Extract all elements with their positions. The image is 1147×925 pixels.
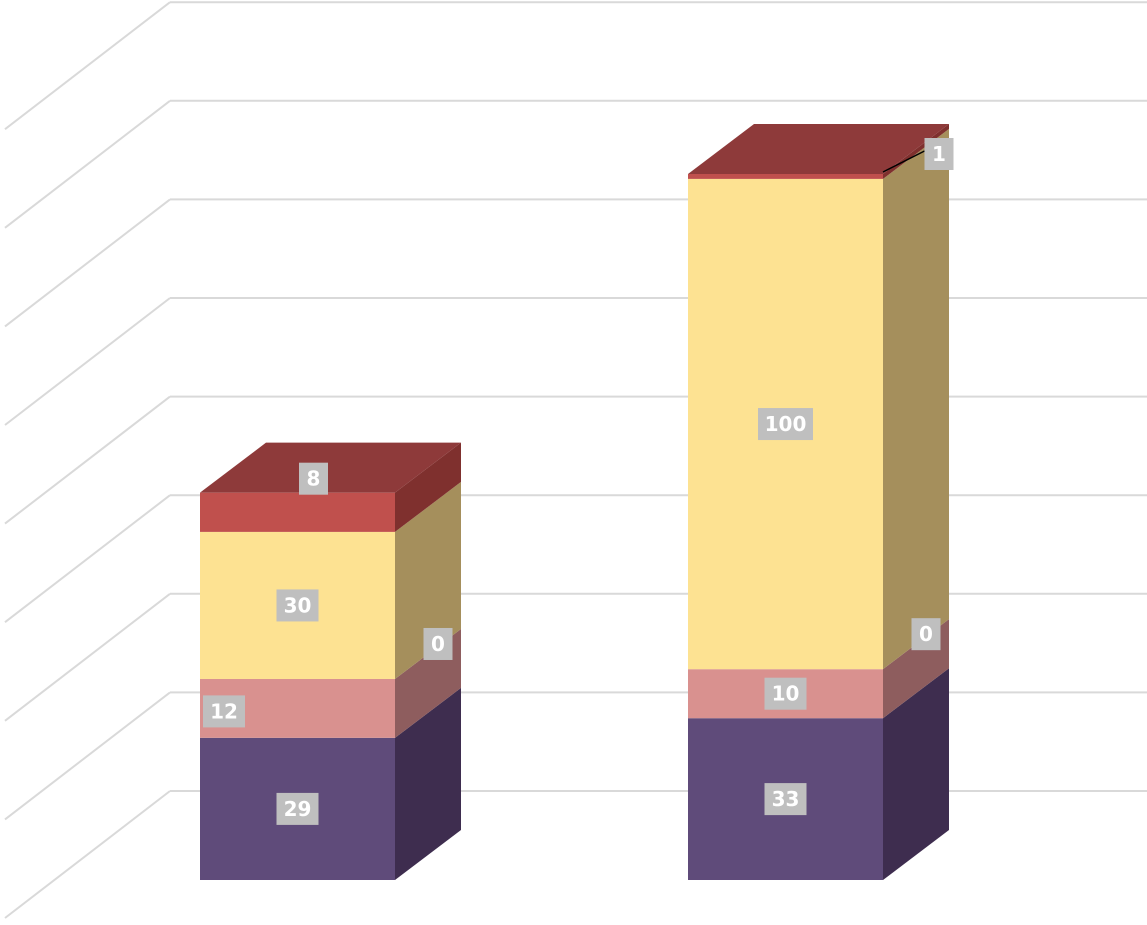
- bars: [200, 124, 949, 880]
- bar-segment: [200, 481, 461, 679]
- gridline: [4, 592, 1147, 722]
- bar-segment: [688, 124, 949, 179]
- gridline: [4, 1, 1147, 130]
- gridline: [4, 790, 1147, 919]
- data-label: 33: [764, 783, 807, 816]
- bar-top: [688, 124, 949, 174]
- data-label-text: 0: [919, 622, 933, 646]
- data-label: 30: [276, 589, 319, 622]
- data-label: 0: [911, 618, 941, 651]
- data-label: 1: [882, 138, 954, 173]
- data-label: 8: [299, 462, 328, 495]
- data-label: 12: [203, 695, 245, 728]
- bar-stack: [688, 124, 949, 880]
- data-label-text: 30: [284, 593, 312, 617]
- data-label-text: 29: [284, 797, 312, 821]
- data-label-text: 12: [210, 699, 238, 723]
- data-label: 0: [423, 627, 453, 660]
- bar-top: [200, 442, 461, 493]
- gridline: [4, 297, 1147, 426]
- data-label-text: 33: [772, 787, 800, 811]
- data-label-text: 8: [307, 467, 321, 491]
- data-label: 100: [758, 408, 813, 441]
- data-label-text: 100: [765, 412, 807, 436]
- data-label: 29: [276, 792, 319, 825]
- data-label-text: 0: [431, 632, 445, 656]
- gridline: [4, 691, 1147, 821]
- bar-stack: [200, 442, 461, 880]
- gridlines: [4, 1, 1147, 919]
- data-label: 10: [764, 677, 807, 710]
- data-label-text: 1: [932, 142, 946, 166]
- data-label-text: 10: [772, 682, 800, 706]
- bar-segment: [688, 128, 949, 670]
- gridline: [4, 198, 1147, 328]
- gridline: [4, 395, 1147, 525]
- bar-segment: [200, 442, 461, 532]
- gridline: [4, 99, 1147, 229]
- gridline: [4, 494, 1147, 623]
